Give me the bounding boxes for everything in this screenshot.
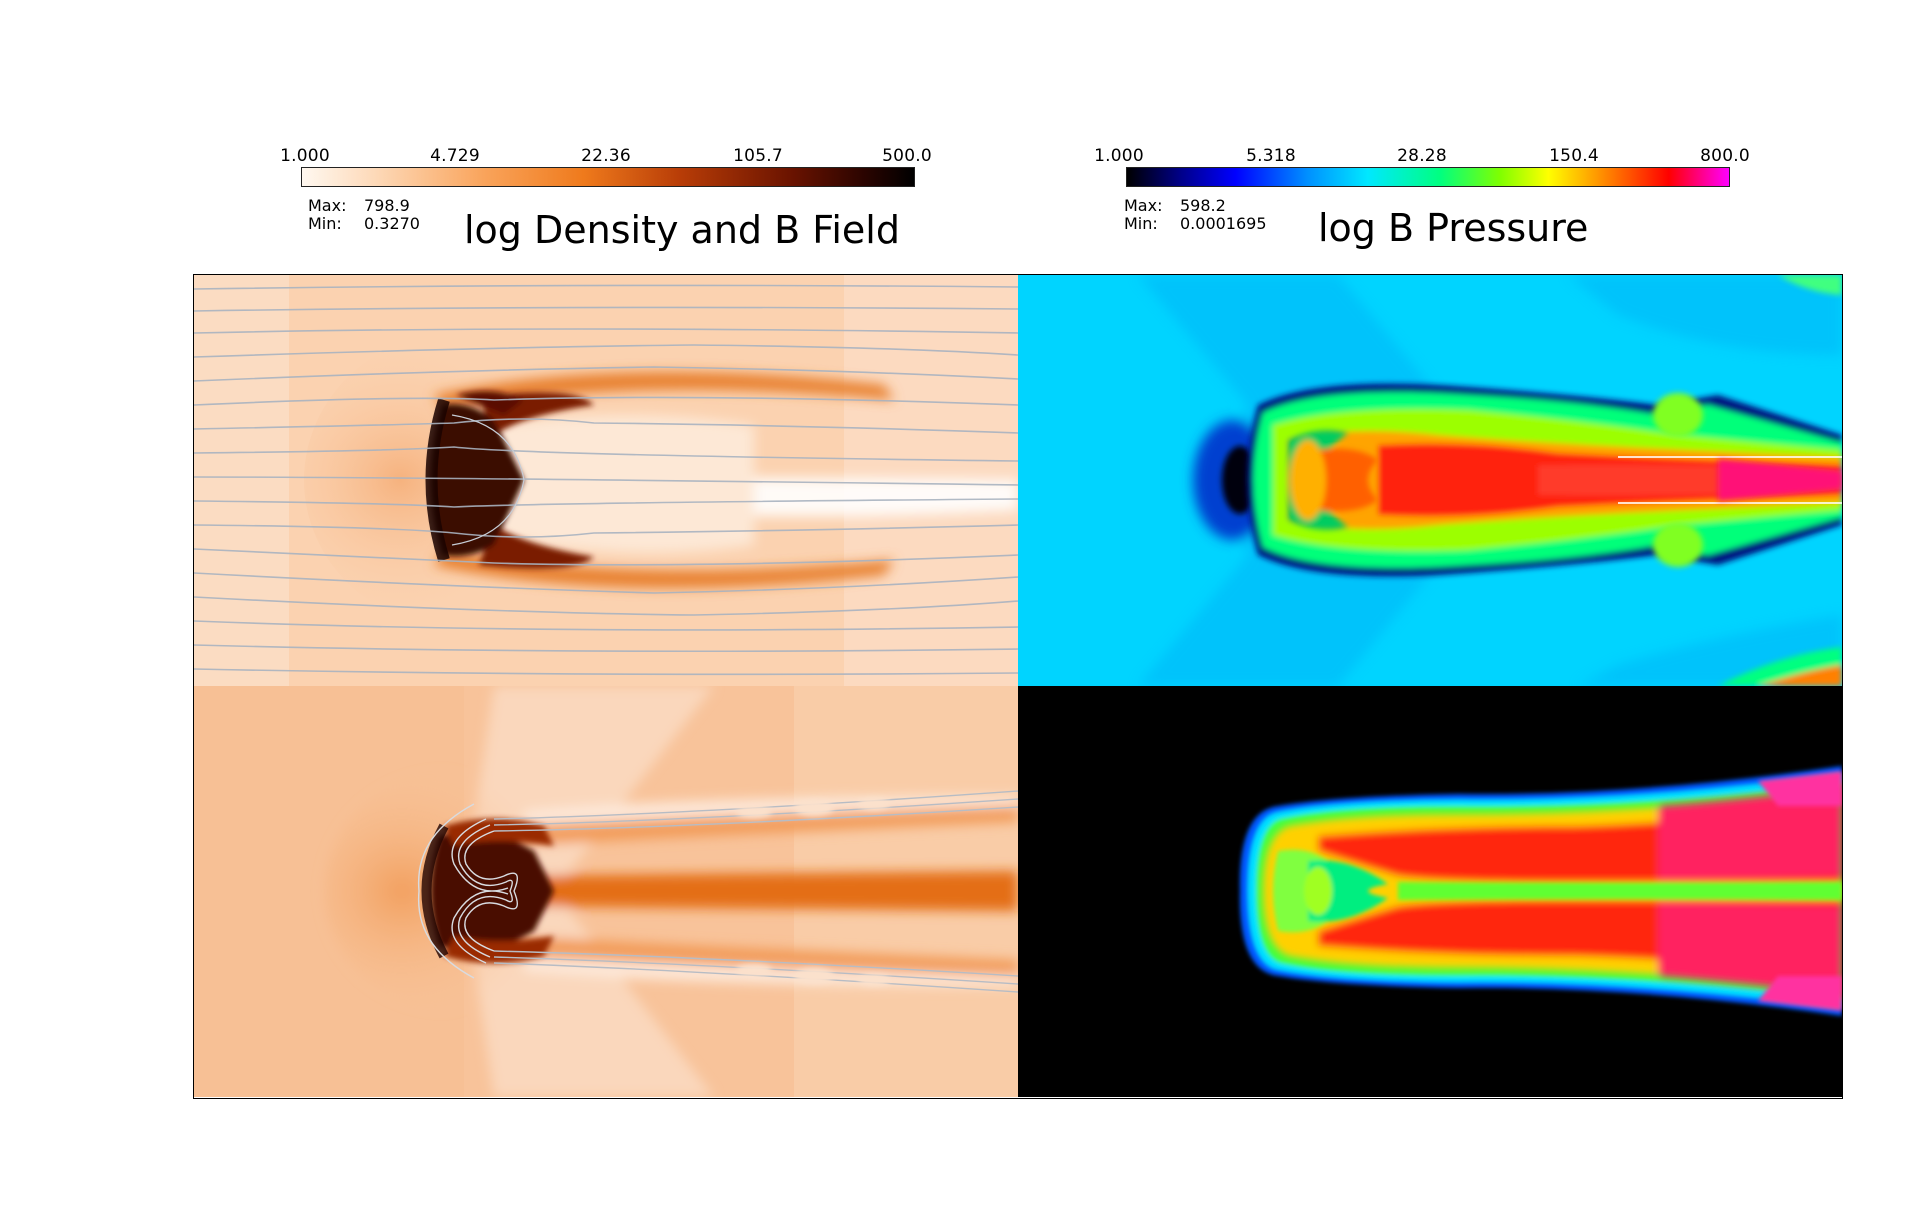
bpressure-tick-1: 1.000 xyxy=(1094,146,1144,166)
bpressure-tick-4: 150.4 xyxy=(1549,146,1599,166)
density-min-value: 0.3270 xyxy=(364,214,420,233)
bpressure-tick-2: 5.318 xyxy=(1246,146,1296,166)
bpressure-min: Min: 0.0001695 xyxy=(1124,215,1267,233)
bpressure-min-value: 0.0001695 xyxy=(1180,214,1267,233)
bpressure-max-value: 598.2 xyxy=(1180,196,1226,215)
bpressure-colorbar-gradient xyxy=(1126,167,1730,187)
density-tick-3: 22.36 xyxy=(581,146,631,166)
density-tick-5: 500.0 xyxy=(882,146,932,166)
bpressure-min-label: Min: xyxy=(1124,214,1158,233)
density-panel-top xyxy=(194,275,1018,686)
density-tick-1: 1.000 xyxy=(280,146,330,166)
bpressure-tick-3: 28.28 xyxy=(1397,146,1447,166)
density-max: Max: 798.9 xyxy=(308,197,410,215)
density-title: log Density and B Field xyxy=(464,208,900,252)
density-min-label: Min: xyxy=(308,214,342,233)
density-tick-4: 105.7 xyxy=(733,146,783,166)
density-panel-bottom xyxy=(194,686,1018,1097)
density-colorbar-gradient xyxy=(301,167,915,187)
density-max-value: 798.9 xyxy=(364,196,410,215)
bpressure-tick-5: 800.0 xyxy=(1700,146,1750,166)
visualization-frame xyxy=(193,274,1843,1099)
bpressure-max-label: Max: xyxy=(1124,196,1163,215)
bpressure-panel-top xyxy=(1018,275,1842,686)
bpressure-panel-bottom xyxy=(1018,686,1842,1097)
bpressure-title: log B Pressure xyxy=(1318,206,1589,250)
bpressure-max: Max: 598.2 xyxy=(1124,197,1226,215)
density-max-label: Max: xyxy=(308,196,347,215)
density-min: Min: 0.3270 xyxy=(308,215,420,233)
density-tick-2: 4.729 xyxy=(430,146,480,166)
